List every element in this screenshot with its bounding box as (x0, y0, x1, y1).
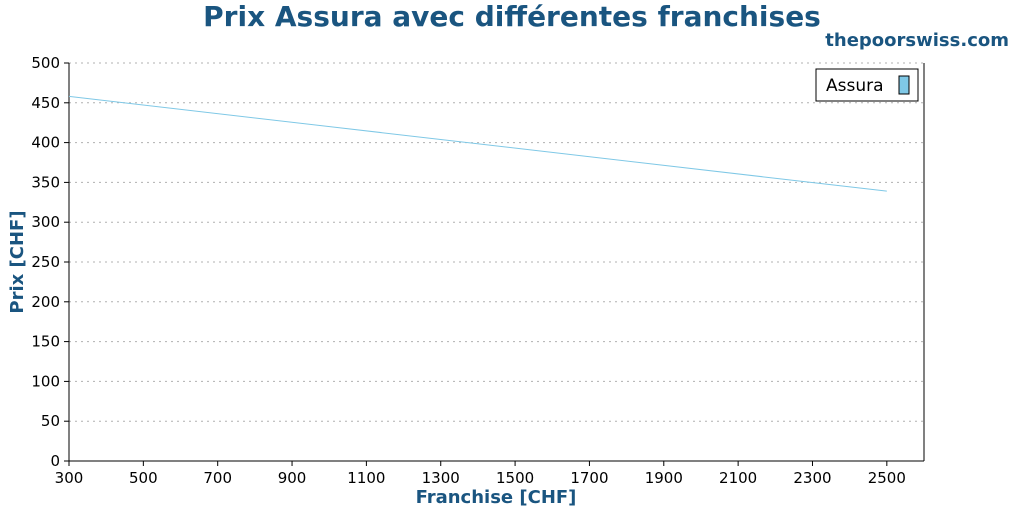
series-line-assura (68, 95, 887, 192)
brand-label: thepoorswiss.com (825, 30, 1009, 51)
y-tick-label: 400 (31, 134, 60, 152)
y-tick-label: 500 (31, 54, 60, 72)
y-tick-label: 300 (31, 213, 60, 231)
legend: Assura (815, 68, 919, 102)
y-tick-label: 50 (41, 412, 60, 430)
x-tick-label: 1900 (645, 469, 683, 487)
y-axis-label: Prix [CHF] (7, 210, 28, 313)
y-tick-label: 200 (31, 293, 60, 311)
legend-label: Assura (826, 76, 884, 96)
y-tick-label: 150 (31, 333, 60, 351)
y-tick-label: 0 (50, 452, 60, 470)
y-tick-label: 100 (31, 372, 60, 390)
x-tick-label: 1100 (347, 469, 385, 487)
x-tick-label: 500 (129, 469, 158, 487)
x-tick-label: 1300 (422, 469, 460, 487)
x-tick-label: 1500 (496, 469, 534, 487)
y-tick-label: 350 (31, 173, 60, 191)
legend-box (815, 68, 919, 102)
y-ticks: 0 50 100 150 200 250 300 350 400 450 500 (31, 54, 69, 470)
x-tick-label: 300 (55, 469, 84, 487)
gridlines (69, 62, 924, 422)
x-axis-label: Franchise [CHF] (416, 487, 577, 508)
y-tick-label: 250 (31, 253, 60, 271)
legend-swatch (898, 75, 910, 95)
x-tick-label: 2100 (719, 469, 757, 487)
x-ticks: 300 500 700 900 1100 1300 1500 1700 1900 2100 2300… (55, 461, 906, 487)
chart-title: Prix Assura avec différentes franchises (203, 0, 821, 33)
x-tick-label: 900 (278, 469, 307, 487)
x-tick-label: 2500 (868, 469, 906, 487)
x-tick-label: 1700 (570, 469, 608, 487)
series-layer (68, 95, 887, 192)
x-tick-label: 700 (203, 469, 232, 487)
y-tick-label: 450 (31, 94, 60, 112)
x-tick-label: 2300 (793, 469, 831, 487)
